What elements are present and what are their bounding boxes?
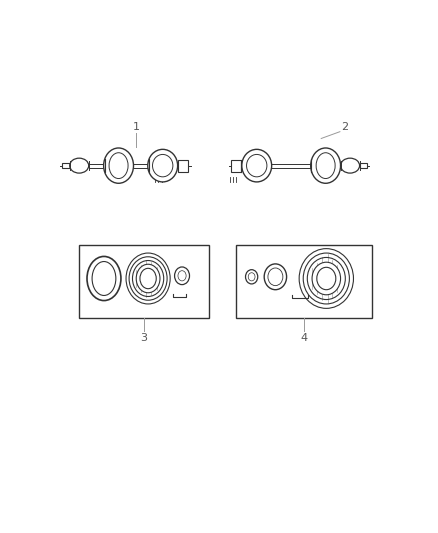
Ellipse shape <box>140 268 156 289</box>
Ellipse shape <box>268 268 283 286</box>
Ellipse shape <box>175 267 190 285</box>
Bar <box>178 159 188 172</box>
Bar <box>62 163 70 168</box>
Ellipse shape <box>317 267 336 290</box>
Ellipse shape <box>242 149 272 182</box>
Ellipse shape <box>246 270 258 284</box>
Ellipse shape <box>129 257 167 300</box>
Text: 4: 4 <box>300 333 308 343</box>
Text: 3: 3 <box>140 333 147 343</box>
Ellipse shape <box>109 153 128 179</box>
Ellipse shape <box>264 264 286 290</box>
Ellipse shape <box>303 253 350 304</box>
Ellipse shape <box>248 273 255 281</box>
Ellipse shape <box>148 149 178 182</box>
Ellipse shape <box>247 155 267 177</box>
Bar <box>78 245 209 318</box>
Ellipse shape <box>104 148 134 183</box>
Ellipse shape <box>312 262 341 295</box>
Ellipse shape <box>316 153 335 179</box>
Text: 2: 2 <box>342 122 349 132</box>
Ellipse shape <box>152 155 173 177</box>
Ellipse shape <box>299 248 353 309</box>
Ellipse shape <box>70 158 88 173</box>
Ellipse shape <box>92 262 116 295</box>
Bar <box>237 245 372 318</box>
Bar <box>231 159 241 172</box>
Ellipse shape <box>341 158 360 173</box>
Ellipse shape <box>126 253 170 304</box>
Ellipse shape <box>136 264 160 293</box>
Bar <box>360 163 367 168</box>
Ellipse shape <box>132 261 164 296</box>
Ellipse shape <box>311 148 341 183</box>
Ellipse shape <box>307 257 345 300</box>
Ellipse shape <box>178 271 186 281</box>
Text: 1: 1 <box>133 122 140 132</box>
Ellipse shape <box>87 256 121 301</box>
